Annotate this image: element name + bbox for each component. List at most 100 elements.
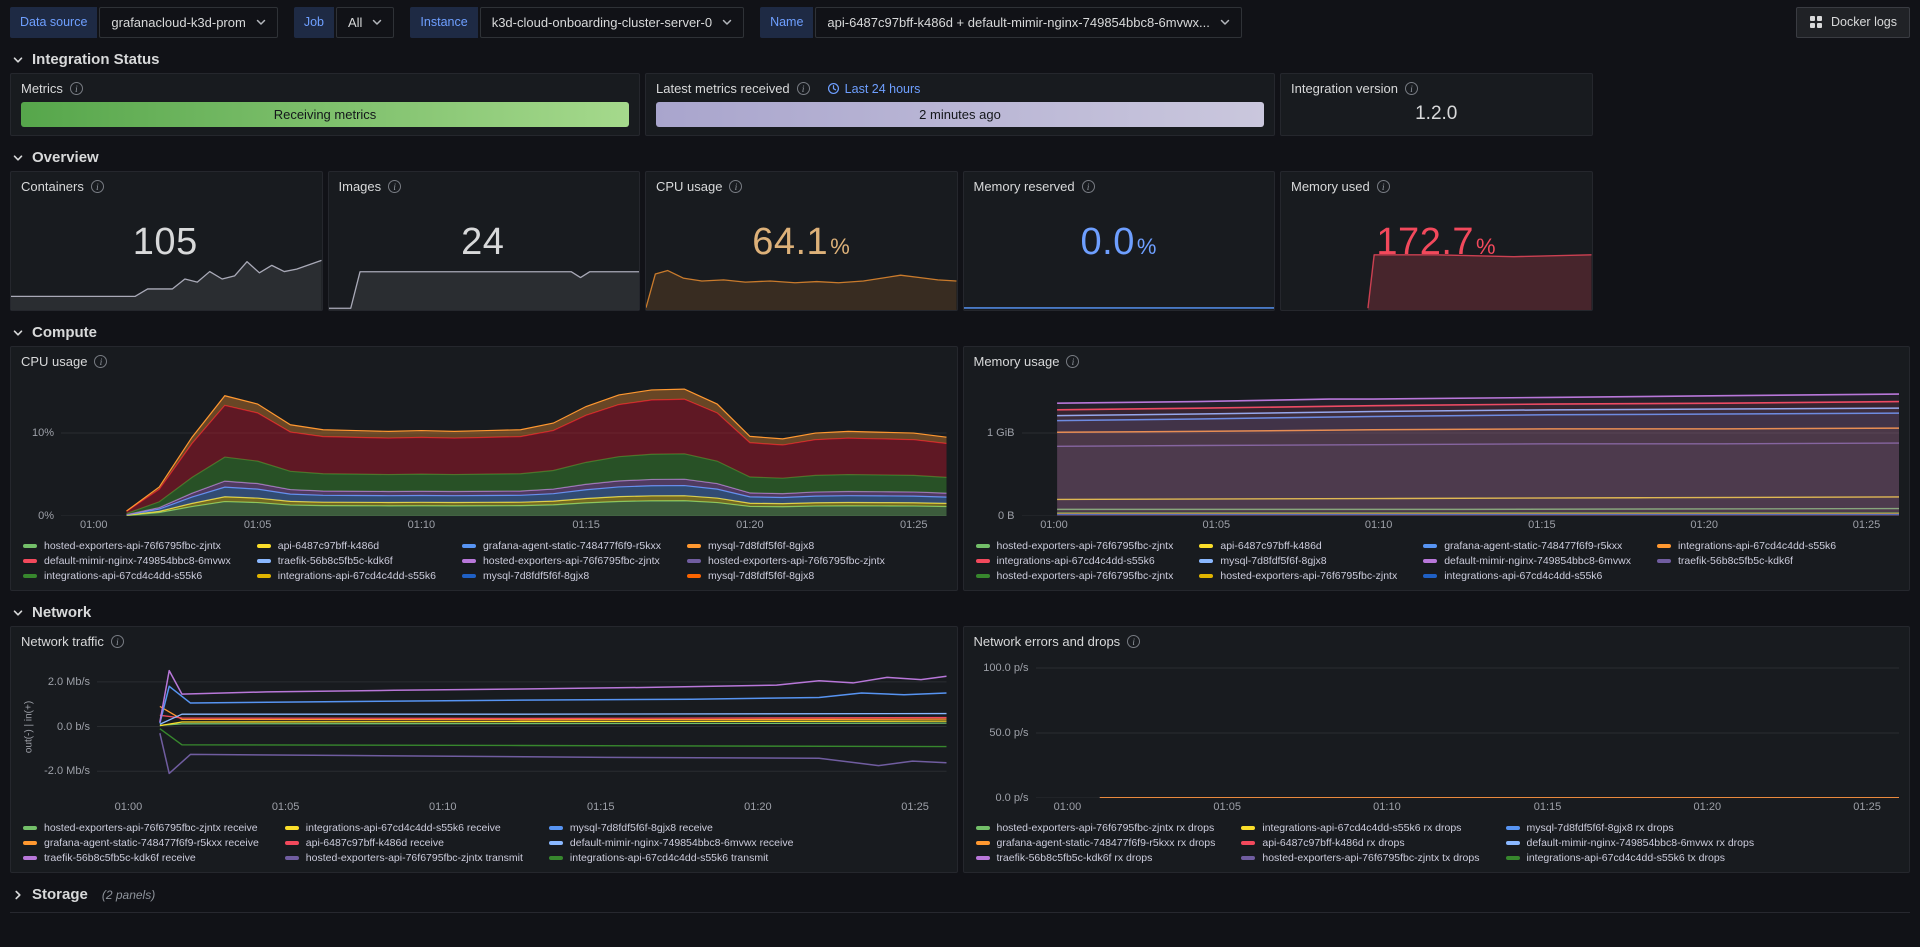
- section-compute[interactable]: Compute: [0, 317, 1920, 346]
- legend-item[interactable]: default-mimir-nginx-749854bbc8-6mvwx: [1423, 555, 1631, 567]
- legend-item[interactable]: api-6487c97bff-k486d: [256, 540, 436, 552]
- legend-series-label: hosted-exporters-api-76f6795fbc-zjntx: [482, 555, 660, 567]
- info-icon[interactable]: i: [69, 82, 83, 95]
- network-traffic-chart[interactable]: [97, 655, 947, 798]
- legend-item[interactable]: api-6487c97bff-k486d: [1199, 540, 1397, 552]
- legend-item[interactable]: default-mimir-nginx-749854bbc8-6mvwx rx …: [1505, 837, 1754, 849]
- legend-series-swatch: [1199, 574, 1214, 578]
- legend-item[interactable]: hosted-exporters-api-76f6795fbc-zjntx: [975, 570, 1173, 582]
- info-icon[interactable]: i: [388, 180, 402, 193]
- legend-item[interactable]: integrations-api-67cd4c4dd-s55k6: [1423, 570, 1631, 582]
- legend-item[interactable]: mysql-7d8fdf5f6f-8gjx8: [686, 540, 885, 552]
- section-overview[interactable]: Overview: [0, 142, 1920, 171]
- panel-title[interactable]: Images: [338, 179, 382, 194]
- legend-item[interactable]: integrations-api-67cd4c4dd-s55k6 transmi…: [548, 852, 794, 864]
- legend-item[interactable]: traefik-56b8c5fb5c-kdk6f: [256, 555, 436, 567]
- y-axis: 0.0 p/s 50.0 p/s 100.0 p/s: [974, 655, 1036, 804]
- info-icon[interactable]: i: [94, 355, 108, 368]
- panel-memory-used: Memory used i 172.7%: [1280, 171, 1593, 311]
- x-tick-label: 01:10: [428, 801, 457, 813]
- section-storage[interactable]: Storage (2 panels): [0, 879, 1920, 908]
- legend-item[interactable]: hosted-exporters-api-76f6795fbc-zjntx: [975, 540, 1173, 552]
- legend-item[interactable]: integrations-api-67cd4c4dd-s55k6 tx drop…: [1505, 852, 1755, 864]
- panel-title[interactable]: CPU usage: [21, 354, 88, 369]
- info-icon[interactable]: i: [1081, 180, 1095, 193]
- legend-item[interactable]: api-6487c97bff-k486d receive: [284, 837, 523, 849]
- x-axis: 01:00 01:05 01:10 01:15 01:20 01:25: [1036, 798, 1900, 816]
- info-icon[interactable]: i: [1376, 180, 1390, 193]
- docker-logs-button[interactable]: Docker logs: [1796, 6, 1910, 38]
- memory-usage-chart[interactable]: [1022, 375, 1899, 516]
- legend-series-label: integrations-api-67cd4c4dd-s55k6: [996, 555, 1155, 567]
- legend-item[interactable]: hosted-exporters-api-76f6795fbc-zjntx rx…: [975, 822, 1216, 834]
- x-tick-label: 01:15: [586, 801, 615, 813]
- legend-item[interactable]: hosted-exporters-api-76f6795fbc-zjntx tr…: [284, 852, 523, 864]
- legend-item[interactable]: hosted-exporters-api-76f6795fbc-zjntx tx…: [1241, 852, 1480, 864]
- legend-item[interactable]: grafana-agent-static-748477f6f9-r5kxx re…: [23, 837, 259, 849]
- legend-item[interactable]: traefik-56b8c5fb5c-kdk6f rx drops: [975, 852, 1216, 864]
- cpu-usage-chart[interactable]: [61, 375, 947, 516]
- legend-item[interactable]: grafana-agent-static-748477f6f9-r5kxx: [1423, 540, 1631, 552]
- legend-item[interactable]: default-mimir-nginx-749854bbc8-6mvwx: [23, 555, 231, 567]
- legend-item[interactable]: integrations-api-67cd4c4dd-s55k6: [23, 570, 231, 582]
- job-value: All: [347, 14, 363, 30]
- legend-series-swatch: [548, 841, 563, 845]
- info-icon[interactable]: i: [1066, 355, 1080, 368]
- legend-item[interactable]: mysql-7d8fdf5f6f-8gjx8: [1199, 555, 1397, 567]
- legend-item[interactable]: integrations-api-67cd4c4dd-s55k6: [256, 570, 436, 582]
- legend-item[interactable]: hosted-exporters-api-76f6795fbc-zjntx: [23, 540, 231, 552]
- panel-title[interactable]: Metrics: [21, 81, 63, 96]
- legend-item[interactable]: hosted-exporters-api-76f6795fbc-zjntx re…: [23, 822, 259, 834]
- legend-series-swatch: [686, 544, 701, 548]
- info-icon[interactable]: i: [110, 635, 124, 648]
- legend-item[interactable]: grafana-agent-static-748477f6f9-r5kxx rx…: [975, 837, 1215, 849]
- legend-series-swatch: [548, 856, 563, 860]
- panel-title[interactable]: Memory reserved: [973, 179, 1075, 194]
- network-errors-chart[interactable]: [1036, 655, 1900, 798]
- section-integration-status[interactable]: Integration Status: [0, 44, 1920, 73]
- time-range-link[interactable]: Last 24 hours: [827, 82, 920, 96]
- info-icon[interactable]: i: [1404, 82, 1418, 95]
- panel-title[interactable]: Network traffic: [21, 634, 104, 649]
- legend-series-label: integrations-api-67cd4c4dd-s55k6 transmi…: [569, 852, 769, 864]
- instance-select[interactable]: k3d-cloud-onboarding-cluster-server-0: [479, 6, 745, 38]
- legend-item[interactable]: traefik-56b8c5fb5c-kdk6f receive: [23, 852, 259, 864]
- legend-item[interactable]: hosted-exporters-api-76f6795fbc-zjntx: [461, 555, 661, 567]
- info-icon[interactable]: i: [90, 180, 104, 193]
- section-title: Network: [32, 604, 92, 621]
- y-axis-title: out(-) | in(+): [23, 700, 35, 753]
- legend-item[interactable]: hosted-exporters-api-76f6795fbc-zjntx: [686, 555, 885, 567]
- name-select[interactable]: api-6487c97bff-k486d + default-mimir-ngi…: [815, 6, 1242, 38]
- legend-series-swatch: [975, 544, 990, 548]
- info-icon[interactable]: i: [796, 82, 810, 95]
- legend-item[interactable]: integrations-api-67cd4c4dd-s55k6 rx drop…: [1241, 822, 1479, 834]
- legend-item[interactable]: integrations-api-67cd4c4dd-s55k6: [1656, 540, 1836, 552]
- data-source-select[interactable]: grafanacloud-k3d-prom: [99, 6, 278, 38]
- legend-item[interactable]: mysql-7d8fdf5f6f-8gjx8: [461, 570, 661, 582]
- legend-item[interactable]: hosted-exporters-api-76f6795fbc-zjntx: [1199, 570, 1397, 582]
- info-icon[interactable]: i: [1127, 635, 1141, 648]
- panel-title[interactable]: CPU usage: [656, 179, 723, 194]
- panel-network-traffic: Network traffic i out(-) | in(+) -2.0 Mb…: [10, 626, 958, 873]
- panel-title[interactable]: Memory used: [1291, 179, 1370, 194]
- legend-item[interactable]: integrations-api-67cd4c4dd-s55k6: [975, 555, 1174, 567]
- panel-title[interactable]: Integration version: [1291, 81, 1398, 96]
- x-tick-label: 01:10: [1364, 519, 1393, 531]
- legend-item[interactable]: traefik-56b8c5fb5c-kdk6f: [1656, 555, 1836, 567]
- legend-item[interactable]: mysql-7d8fdf5f6f-8gjx8 receive: [548, 822, 794, 834]
- job-select[interactable]: All: [335, 6, 395, 38]
- legend-item[interactable]: mysql-7d8fdf5f6f-8gjx8: [686, 570, 885, 582]
- panel-title[interactable]: Memory usage: [973, 354, 1060, 369]
- info-icon[interactable]: i: [729, 180, 743, 193]
- legend-item[interactable]: integrations-api-67cd4c4dd-s55k6 receive: [284, 822, 523, 834]
- panel-title[interactable]: Network errors and drops: [973, 634, 1121, 649]
- legend-item[interactable]: grafana-agent-static-748477f6f9-r5kxx: [461, 540, 661, 552]
- panel-title[interactable]: Containers: [21, 179, 84, 194]
- panel-title[interactable]: Latest metrics received: [656, 81, 790, 96]
- legend-series-swatch: [1199, 544, 1214, 548]
- legend-item[interactable]: api-6487c97bff-k486d rx drops: [1241, 837, 1479, 849]
- legend-item[interactable]: default-mimir-nginx-749854bbc8-6mvwx rec…: [548, 837, 793, 849]
- legend-item[interactable]: mysql-7d8fdf5f6f-8gjx8 rx drops: [1505, 822, 1755, 834]
- section-network[interactable]: Network: [0, 597, 1920, 626]
- containers-sparkline: [11, 248, 322, 310]
